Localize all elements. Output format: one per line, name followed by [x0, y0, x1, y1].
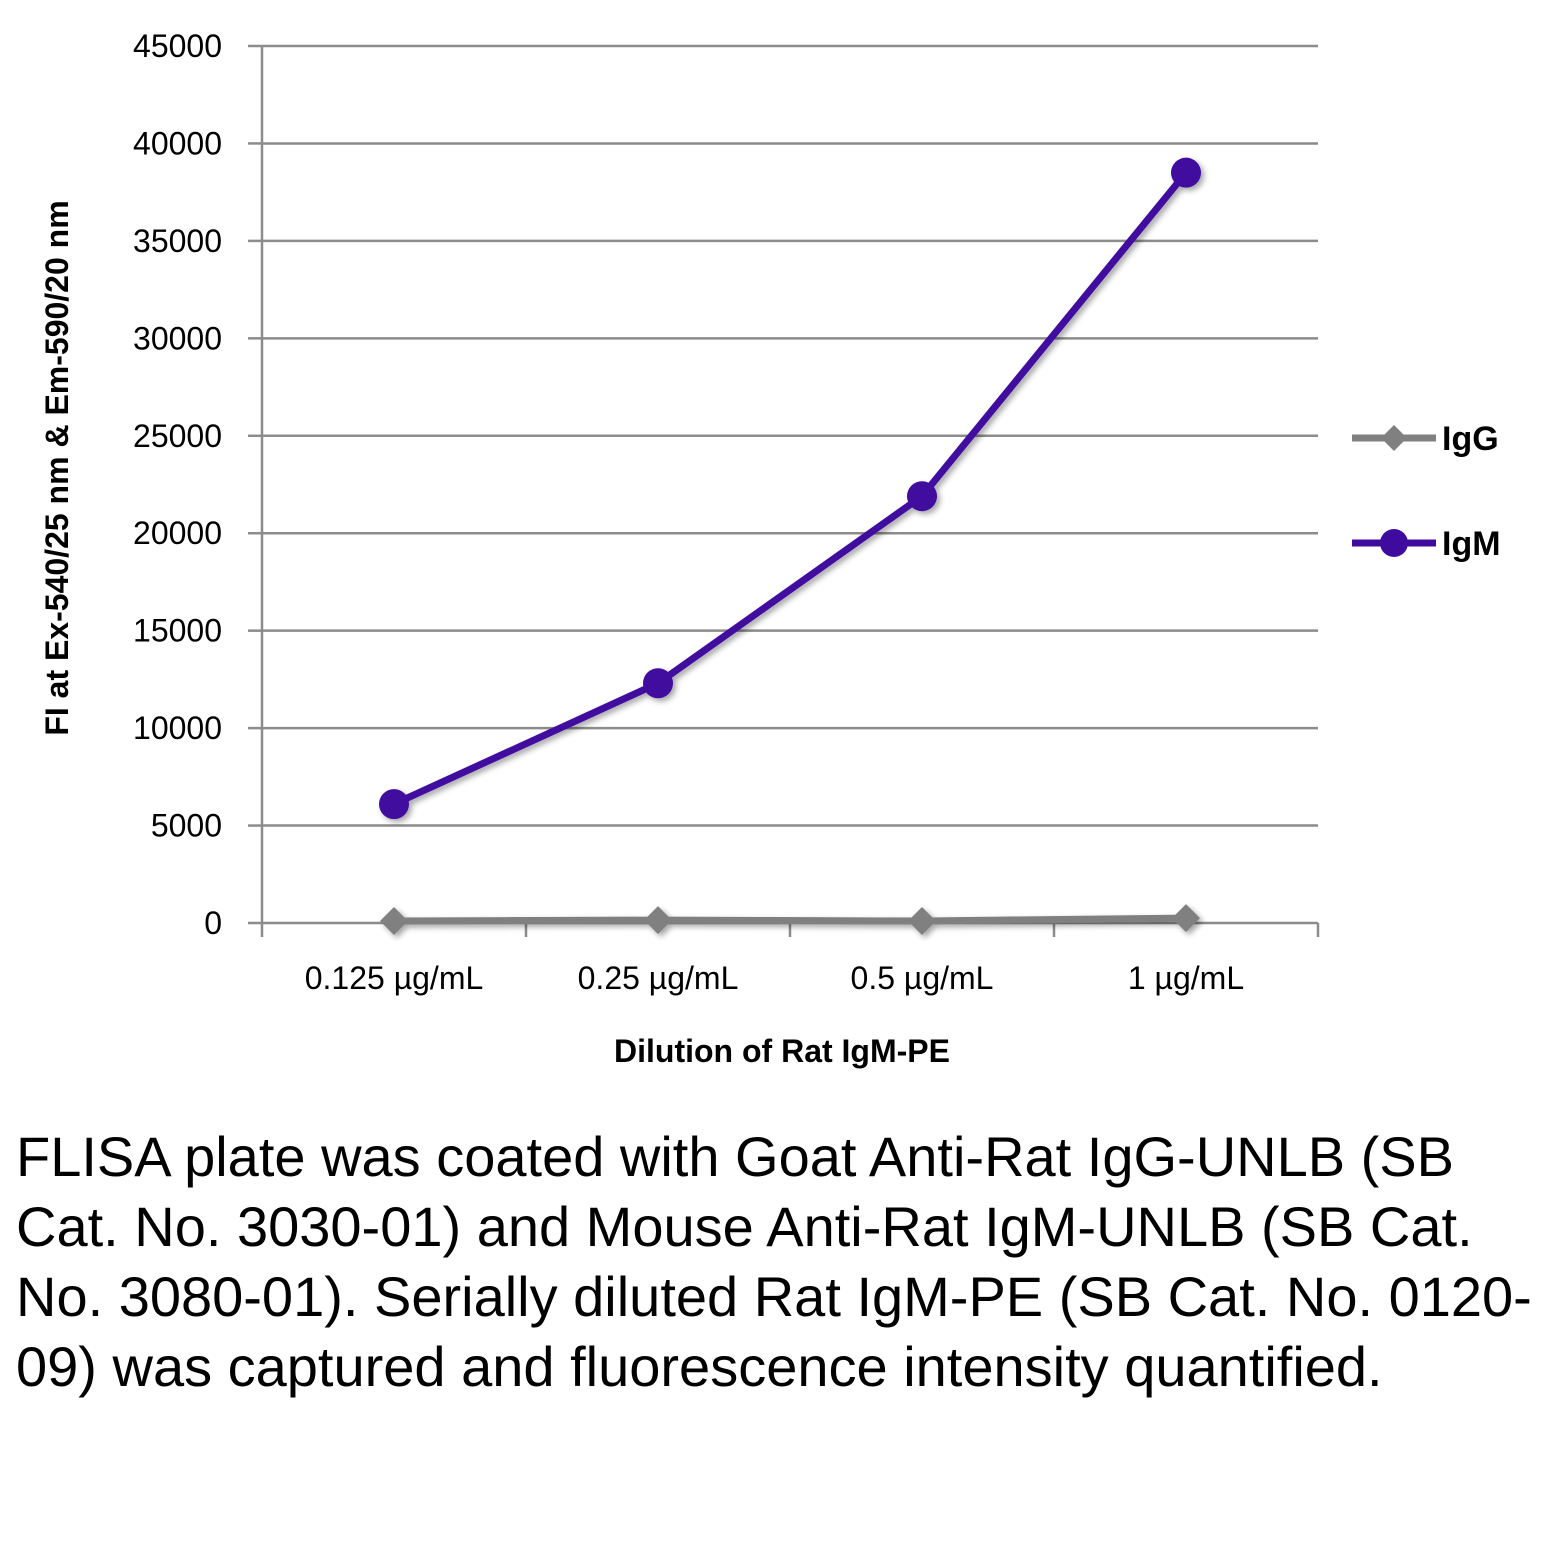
- data-point-igg: [908, 907, 936, 936]
- y-axis-title: FI at Ex-540/25 nm & Em-590/20 nm: [39, 200, 75, 735]
- y-tick-label: 45000: [133, 28, 222, 64]
- data-point-igm: [907, 481, 937, 512]
- series-igm: [379, 157, 1201, 820]
- gridlines: [262, 44, 1318, 827]
- y-tick-label: 10000: [133, 710, 222, 746]
- y-tick-labels: 0 5000 10000 15000 20000 25000 30000 35000 40000…: [133, 28, 222, 941]
- x-tick-labels: 0.125 µg/mL 0.25 µg/mL 0.5 µg/mL 1 µg/mL: [305, 960, 1244, 996]
- series-layer: [379, 157, 1201, 936]
- legend-marker: [1381, 425, 1407, 451]
- y-tick-label: 15000: [133, 613, 222, 649]
- data-point-igm: [1171, 157, 1201, 188]
- data-point-igm: [643, 668, 673, 699]
- y-tick-label: 25000: [133, 418, 222, 454]
- line-chart: 0 5000 10000 15000 20000 25000 30000 35000 40000…: [39, 28, 1501, 1069]
- y-tick-label: 30000: [133, 320, 222, 356]
- x-tick-label: 0.25 µg/mL: [578, 960, 739, 996]
- x-tick-label: 0.125 µg/mL: [305, 960, 484, 996]
- x-axis-title: Dilution of Rat IgM-PE: [614, 1033, 950, 1069]
- y-tick-label: 0: [204, 905, 222, 941]
- y-tick-label: 40000: [133, 125, 222, 161]
- data-point-igg: [644, 906, 672, 935]
- series-igg: [380, 904, 1200, 936]
- data-point-igg: [380, 907, 408, 936]
- legend-item-igm: IgM: [1352, 525, 1501, 563]
- y-tick-label: 5000: [151, 808, 222, 844]
- legend: IgG IgM: [1352, 420, 1501, 563]
- data-point-igg: [1172, 904, 1200, 933]
- series-line-igg: [393, 914, 1187, 925]
- y-tick-label: 20000: [133, 515, 222, 551]
- x-tick-label: 1 µg/mL: [1128, 960, 1244, 996]
- legend-label: IgG: [1442, 420, 1499, 458]
- y-tick-label: 35000: [133, 223, 222, 259]
- legend-item-igg: IgG: [1352, 420, 1499, 458]
- figure-caption: FLISA plate was coated with Goat Anti-Ra…: [16, 1125, 1532, 1398]
- legend-marker: [1380, 529, 1408, 557]
- x-tick-label: 0.5 µg/mL: [851, 960, 994, 996]
- legend-label: IgM: [1442, 525, 1501, 563]
- series-line-igm: [392, 170, 1189, 808]
- data-point-igm: [379, 789, 409, 820]
